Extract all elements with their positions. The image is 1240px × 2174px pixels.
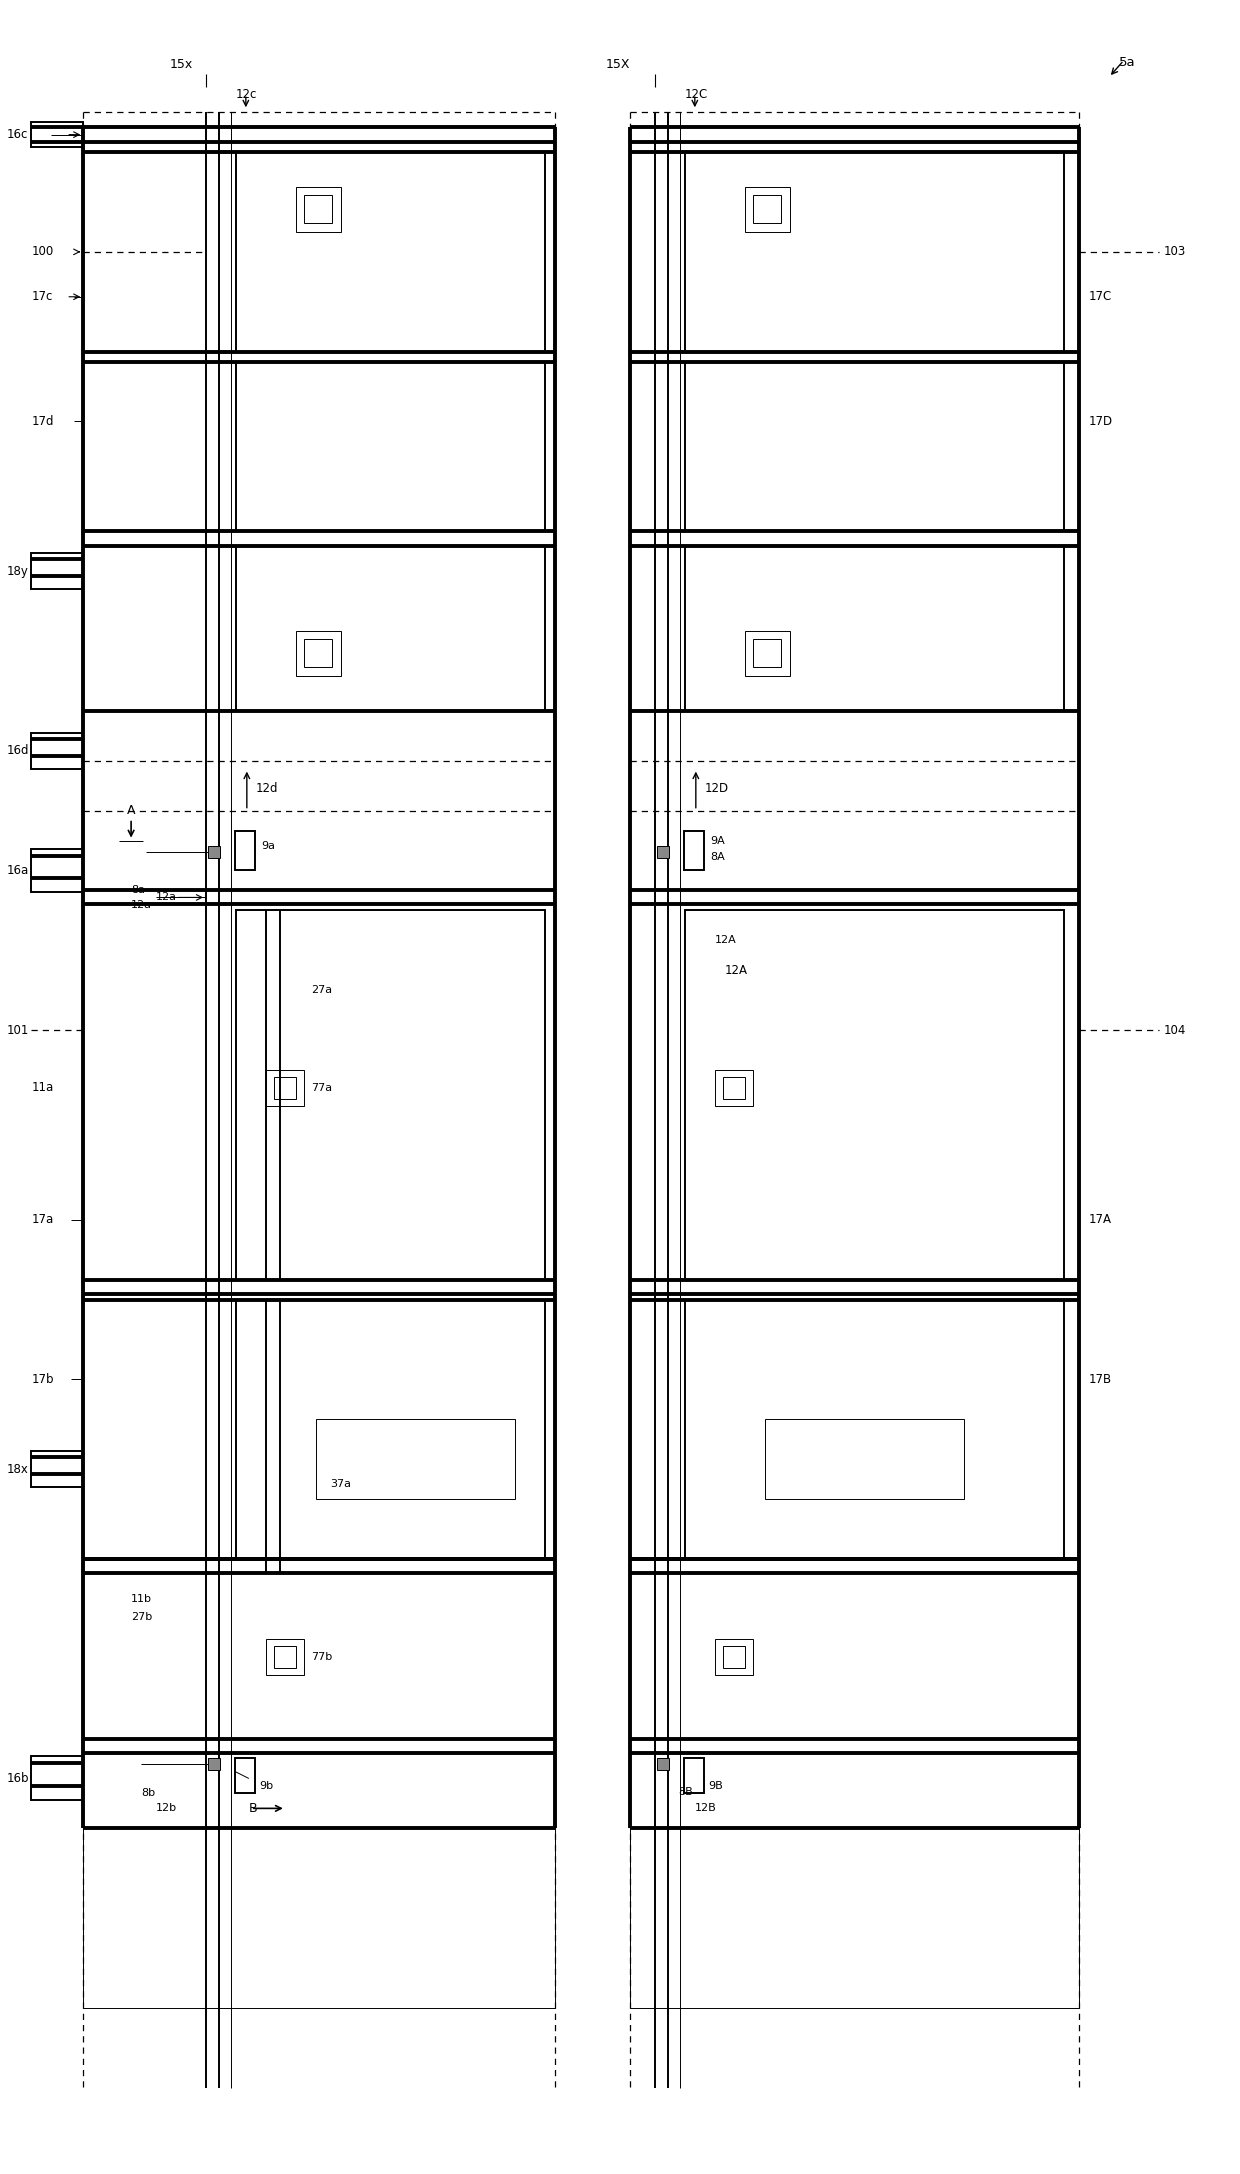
Bar — [683, 1759, 704, 1794]
Bar — [684, 152, 1064, 352]
Bar — [234, 830, 254, 870]
Bar — [265, 1639, 304, 1674]
Bar — [208, 1759, 219, 1770]
Text: 100: 100 — [31, 246, 53, 259]
Text: 16d: 16d — [6, 744, 29, 757]
Bar — [31, 1452, 83, 1487]
Bar — [31, 122, 83, 148]
Text: 17d: 17d — [31, 415, 53, 428]
Bar — [295, 187, 341, 233]
Bar — [31, 1757, 83, 1800]
Text: 8a: 8a — [131, 885, 145, 896]
Text: 12D: 12D — [704, 783, 729, 796]
Text: 15x: 15x — [170, 59, 192, 72]
Bar — [295, 630, 341, 676]
Bar — [83, 1828, 556, 2009]
Text: 9B: 9B — [708, 1781, 723, 1791]
Text: 8B: 8B — [678, 1787, 693, 1798]
Text: 77a: 77a — [311, 1083, 332, 1094]
Text: 77b: 77b — [311, 1652, 332, 1661]
Text: 17D: 17D — [1089, 415, 1114, 428]
Text: 12b: 12b — [156, 1804, 177, 1813]
Text: 12a: 12a — [131, 900, 153, 911]
Text: 12C: 12C — [684, 87, 708, 100]
Text: 16a: 16a — [6, 863, 29, 876]
Bar — [684, 1300, 1064, 1559]
Text: 18x: 18x — [6, 1463, 29, 1476]
Text: 17b: 17b — [31, 1372, 53, 1385]
Bar — [630, 1828, 1079, 2009]
Bar — [684, 546, 1064, 711]
Bar — [753, 196, 781, 224]
Text: 27a: 27a — [311, 985, 332, 996]
Text: 9b: 9b — [259, 1781, 273, 1791]
Text: B: B — [249, 1802, 258, 1815]
Text: 5a: 5a — [1118, 57, 1136, 70]
Bar — [745, 630, 790, 676]
Text: 15X: 15X — [606, 59, 630, 72]
Bar — [236, 546, 546, 711]
Bar — [316, 1420, 516, 1500]
Bar — [765, 1420, 965, 1500]
Bar — [753, 639, 781, 667]
Text: 27b: 27b — [131, 1611, 153, 1622]
Text: 17B: 17B — [1089, 1372, 1112, 1385]
Bar — [31, 733, 83, 770]
Text: 12c: 12c — [236, 87, 257, 100]
Text: 9a: 9a — [260, 841, 275, 850]
Text: 17C: 17C — [1089, 291, 1112, 304]
Bar — [304, 639, 331, 667]
Bar — [714, 1070, 753, 1107]
Bar — [745, 187, 790, 233]
Bar — [723, 1076, 745, 1100]
Bar — [723, 1646, 745, 1667]
Text: 8b: 8b — [141, 1789, 155, 1798]
Text: 17a: 17a — [31, 1213, 53, 1226]
Bar — [657, 1759, 668, 1770]
Text: 12A: 12A — [714, 935, 737, 946]
Bar — [274, 1646, 295, 1667]
Bar — [31, 848, 83, 894]
Text: 18y: 18y — [6, 565, 29, 578]
Bar — [274, 1076, 295, 1100]
Bar — [683, 830, 704, 870]
Bar — [31, 552, 83, 589]
Bar — [236, 361, 546, 530]
Bar — [236, 911, 546, 1280]
Text: 16b: 16b — [6, 1772, 29, 1785]
Bar — [265, 1070, 304, 1107]
Text: 9A: 9A — [709, 835, 724, 846]
Text: 17c: 17c — [31, 291, 52, 304]
Bar — [684, 911, 1064, 1280]
Text: A: A — [126, 804, 135, 817]
Text: 101: 101 — [6, 1024, 29, 1037]
Text: 11b: 11b — [131, 1594, 153, 1604]
Text: 37a: 37a — [331, 1478, 352, 1489]
Bar — [236, 152, 546, 352]
Text: 12a: 12a — [156, 891, 177, 902]
Bar — [657, 846, 668, 857]
Text: 16c: 16c — [6, 128, 27, 141]
Text: 17A: 17A — [1089, 1213, 1112, 1226]
Text: 12A: 12A — [724, 963, 748, 976]
Text: 11a: 11a — [31, 1080, 53, 1094]
Bar — [208, 846, 219, 857]
Text: 12B: 12B — [694, 1804, 717, 1813]
Text: 8A: 8A — [709, 852, 724, 861]
Bar — [234, 1759, 254, 1794]
Text: 103: 103 — [1164, 246, 1185, 259]
Bar — [236, 1300, 546, 1559]
Bar — [714, 1639, 753, 1674]
Bar — [684, 361, 1064, 530]
Text: 104: 104 — [1164, 1024, 1187, 1037]
Text: 12d: 12d — [255, 783, 278, 796]
Bar — [304, 196, 331, 224]
